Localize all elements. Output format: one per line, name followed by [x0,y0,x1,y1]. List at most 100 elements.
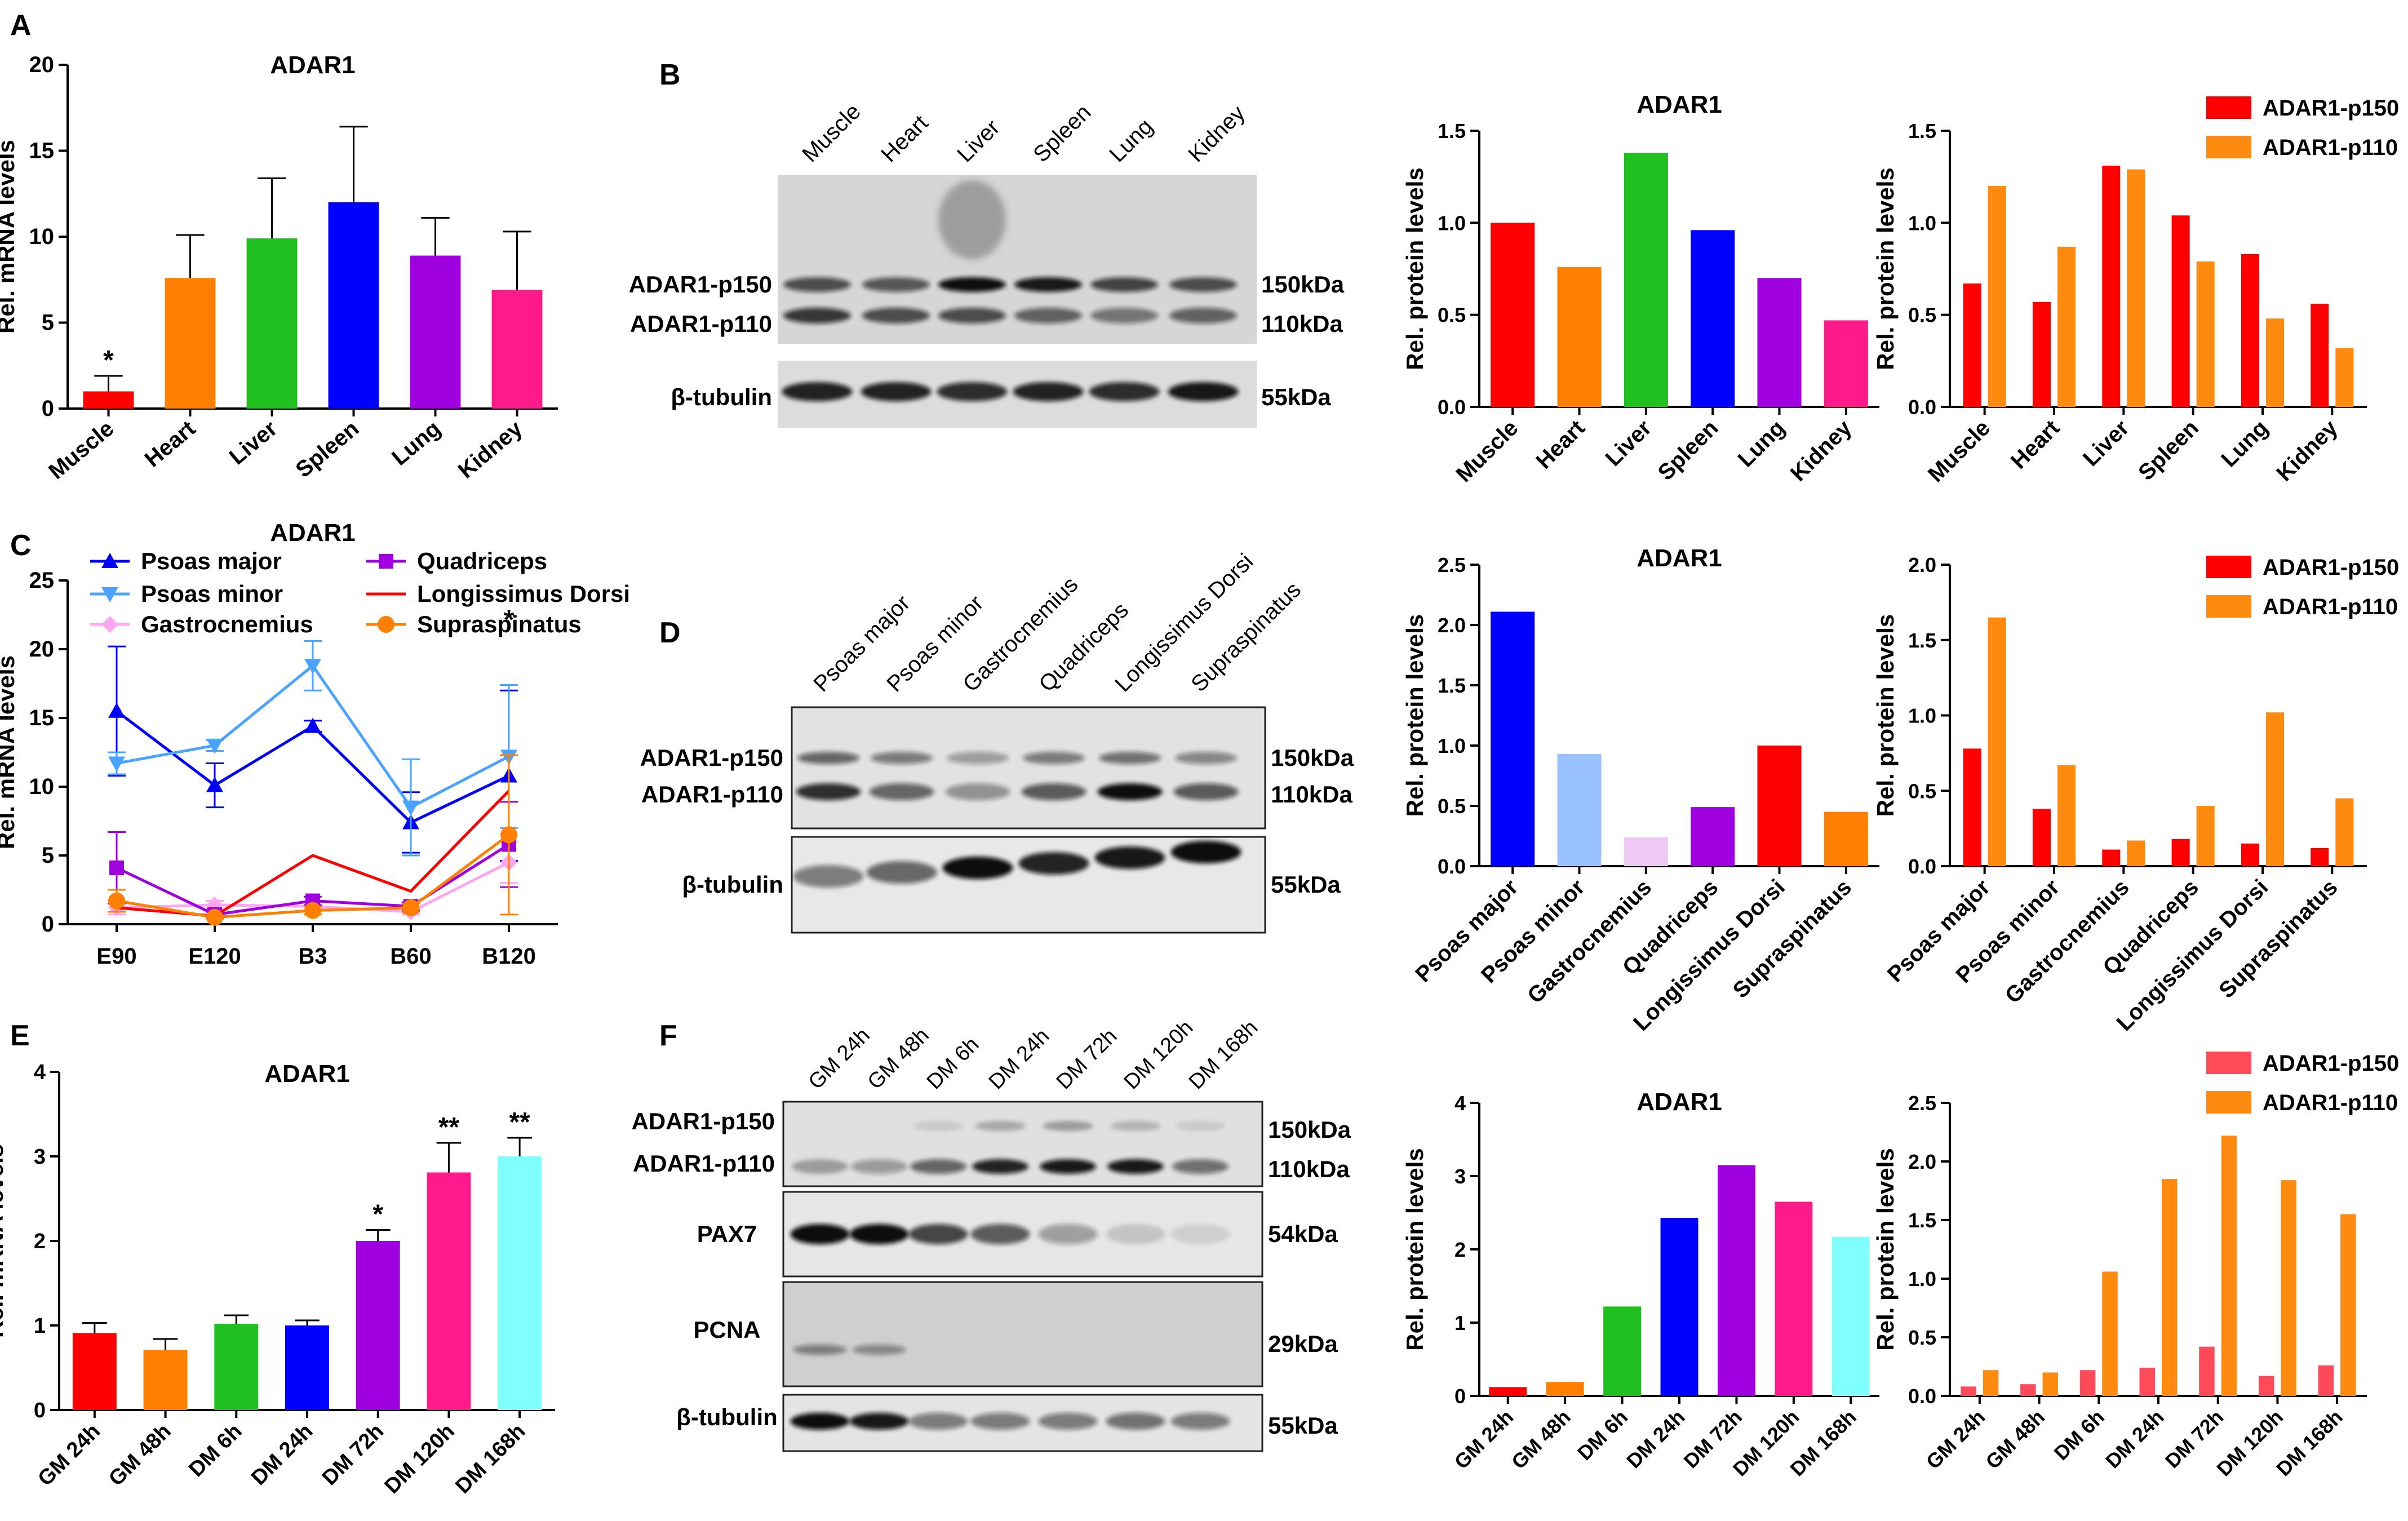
x-tick-label: DM 24h [2101,1405,2168,1473]
x-tick-label: Supraspinatus [1728,875,1857,1003]
bar-p110 [2057,246,2076,407]
kda-label: 110kDa [1271,781,1352,808]
x-tick-label: Muscle [1452,415,1523,487]
band-adar1-p150 [947,752,1009,764]
x-tick-label: DM 72h [318,1420,388,1490]
x-tick-label: DM 24h [247,1420,317,1490]
y-tick-label: 2 [1454,1238,1466,1261]
panel-label-f: F [659,1019,677,1052]
significance-star: ** [509,1107,530,1137]
y-axis-label: Rel. mRNA levels [0,140,19,334]
y-tick-label: 0.5 [1438,304,1466,327]
x-tick-label: DM 6h [2050,1405,2109,1465]
band-pax7 [849,1224,909,1244]
band-adar1-p110 [938,308,1006,323]
x-tick-label: Kidney [1786,415,1857,486]
band-adar1-p150 [871,752,933,764]
band-adar1-p150 [913,1121,964,1131]
band-beta-tubulin [1013,382,1084,401]
bar-p110 [2042,1372,2059,1396]
bar-p110 [2340,1214,2356,1396]
y-tick-label: 20 [29,637,55,662]
bar [427,1172,471,1410]
legend-label: ADAR1-p110 [2263,595,2398,619]
chart-title: ADAR1 [270,51,356,79]
y-tick-label: 15 [29,706,55,730]
lane-label: Lung [1105,114,1158,167]
legend-label: Gastrocnemius [141,611,313,637]
band-beta-tubulin [790,1413,850,1430]
band-beta-tubulin [1170,1413,1230,1430]
marker-circle [500,826,517,844]
y-axis-label: Rel. protein levels [1872,167,1899,370]
y-tick-label: 1.5 [1908,119,1936,143]
western-blot-b: Muscle Heart Liver Spleen Lung Kidney ADAR1-p1… [629,99,1345,428]
band-adar1-p150 [1043,1121,1093,1131]
bar [1491,223,1535,407]
bar-p150 [2102,849,2121,866]
bar-p110 [2162,1179,2178,1396]
bar-p110 [2127,840,2145,866]
marker-square [379,554,393,569]
band-adar1-p110 [862,308,930,323]
chart-a: 0 5 10 15 20 Rel. mRNA levels ADAR1 Muscle Heart… [0,51,558,484]
band-beta-tubulin [1168,382,1239,401]
marker-triangle-down [101,587,118,602]
y-tick-label: 5 [42,311,54,335]
band-adar1-p110 [792,1159,848,1174]
bar-p150 [2020,1384,2036,1396]
bar [1603,1306,1642,1396]
y-tick-label: 3 [1454,1165,1466,1188]
x-tick-label: Gastrocnemius [2001,875,2134,1008]
band-adar1-p110 [972,1159,1028,1174]
band-adar1-p110 [1172,1159,1229,1174]
lane-label: Liver [952,115,1004,167]
lane-label: DM 72h [1052,1025,1122,1094]
band-label: ADAR1-p110 [641,781,783,808]
band-adar1-p110 [910,1159,966,1174]
band-adar1-p110 [1021,783,1087,800]
bar-p110 [2127,169,2145,407]
y-tick-label: 0.0 [1438,396,1466,419]
bar-p150 [2032,301,2051,407]
legend-swatch [2206,1091,2251,1114]
band-pax7 [1038,1224,1098,1244]
bar-p110 [2057,765,2076,866]
bar [1832,1236,1870,1396]
legend-label: Psoas minor [141,580,283,607]
band-adar1-p150 [783,277,851,292]
kda-label: 150kDa [1268,1116,1351,1143]
kda-label: 110kDa [1268,1156,1350,1182]
y-axis-label: Rel. protein levels [1872,1148,1899,1350]
band-adar1-p150 [975,1121,1026,1131]
y-tick-label: 0.5 [1908,1326,1936,1349]
legend-swatch [2206,556,2251,578]
band-adar1-p150 [1099,752,1161,764]
marker-triangle-down [304,659,321,675]
x-tick-label: DM 168h [451,1420,530,1498]
band-adar1-p150 [1175,1121,1226,1131]
y-tick-label: 10 [29,774,55,799]
bar [498,1156,542,1410]
y-tick-label: 4 [34,1061,46,1084]
bar [1717,1165,1755,1396]
bar-p150 [2032,809,2051,866]
chart-title: ADAR1 [1637,544,1722,572]
x-tick-label: GM 24h [1922,1405,1990,1474]
x-tick-label: Heart [2006,415,2064,473]
legend-label: ADAR1-p150 [2263,1051,2399,1076]
x-tick-label: DM 168h [2272,1405,2347,1481]
bar [1775,1201,1813,1396]
significance-star: * [103,345,114,375]
smear [938,180,1006,259]
band-label: PCNA [693,1316,760,1343]
y-tick-label: 0.5 [1908,779,1936,802]
y-tick-label: 0.0 [1908,396,1936,419]
marker-triangle-down [108,756,125,772]
bar [1489,1387,1527,1396]
kda-label: 150kDa [1261,271,1345,298]
lane-label: Muscle [797,99,866,167]
marker-triangle-up [101,553,118,568]
panel-label-c: C [10,529,32,562]
